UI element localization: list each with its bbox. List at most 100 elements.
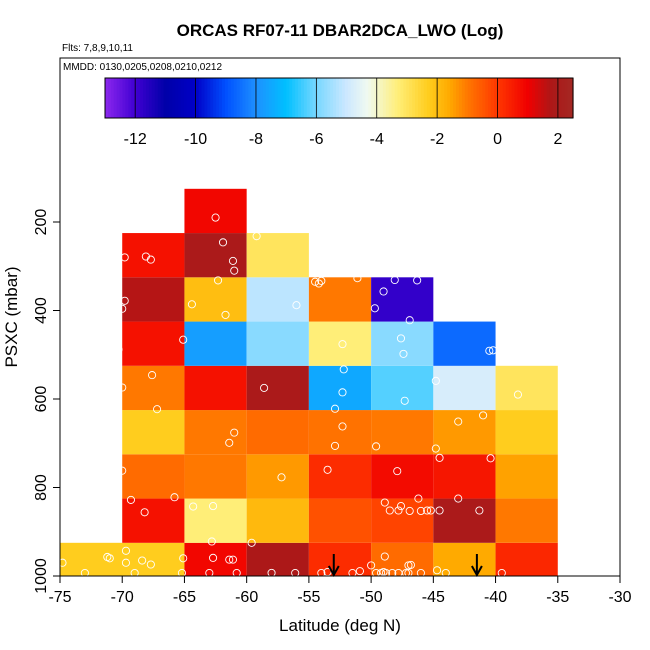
- colorbar-segment-120: [456, 78, 460, 118]
- heatmap-cell-15: [184, 454, 247, 499]
- heatmap-cell-49: [184, 188, 247, 234]
- colorbar-segment-28: [186, 78, 191, 118]
- heatmap-cell-11: [371, 498, 434, 543]
- x-tick-label-6: -45: [422, 589, 445, 606]
- y-axis-label: PSXC (mbar): [2, 266, 21, 367]
- data-point-54: [396, 502, 406, 511]
- heatmap-cell-8: [184, 498, 247, 543]
- data-point-110: [218, 238, 228, 247]
- colorbar-segment-154: [555, 78, 559, 118]
- colorbar-tick-label-7: 2: [553, 131, 562, 148]
- colorbar-segment-129: [482, 78, 486, 118]
- heatmap-cell-42: [184, 277, 247, 322]
- colorbar-segment-63: [289, 78, 293, 118]
- data-point-61: [435, 453, 444, 462]
- colorbar-segment-94: [379, 78, 384, 118]
- data-point-30: [394, 568, 403, 578]
- heatmap-cell-13: [495, 498, 558, 543]
- data-point-57: [118, 466, 127, 475]
- data-point-45: [380, 498, 389, 507]
- colorbar-segment-86: [356, 78, 361, 118]
- colorbar-segment-77: [330, 78, 334, 118]
- y-tick-label-1: 400: [33, 297, 50, 324]
- colorbar-segment-14: [145, 78, 150, 118]
- y-tick-label-0: 200: [33, 209, 50, 236]
- x-tick-label-5: -50: [360, 589, 383, 606]
- latitude-arrows: [327, 554, 483, 578]
- colorbar-tick-label-4: -4: [370, 131, 384, 148]
- colorbar-segment-9: [131, 78, 135, 118]
- colorbar-segment-25: [178, 78, 182, 118]
- colorbar-tick-label-6: 0: [493, 131, 502, 148]
- colorbar-segment-70: [309, 78, 314, 118]
- data-point-26: [372, 568, 381, 578]
- data-point-107: [146, 255, 155, 264]
- data-point-3: [348, 568, 357, 578]
- colorbar-tick-label-0: -12: [124, 131, 147, 148]
- plot-frame: [59, 57, 621, 577]
- heatmap-cell-44: [308, 277, 372, 322]
- data-point-72: [479, 411, 488, 420]
- colorbar-segment-57: [271, 78, 276, 118]
- colorbar-segment-83: [347, 78, 352, 118]
- colorbar-segment-8: [128, 78, 132, 118]
- colorbar-segment-64: [292, 78, 296, 118]
- colorbar-segment-157: [564, 78, 568, 118]
- colorbar-segment-99: [394, 78, 399, 118]
- colorbar-segment-4: [116, 78, 121, 118]
- heatmap-cell-3: [308, 542, 372, 576]
- colorbar-segment-61: [283, 78, 287, 118]
- colorbar-segment-15: [148, 78, 153, 118]
- colorbar-segment-155: [558, 78, 562, 118]
- data-point-16: [121, 546, 131, 555]
- colorbar-segment-66: [298, 78, 302, 118]
- heatmap-cell-22: [184, 410, 247, 455]
- colorbar-segment-68: [303, 78, 308, 118]
- colorbar-segment-101: [400, 78, 404, 118]
- data-point-49: [416, 506, 425, 516]
- heatmap-cell-2: [246, 542, 309, 576]
- data-point-6: [80, 568, 89, 578]
- data-point-111: [252, 232, 261, 241]
- data-point-97: [353, 274, 362, 283]
- colorbar-segment-34: [204, 78, 208, 118]
- data-point-102: [213, 276, 223, 285]
- data-point-32: [416, 568, 425, 578]
- colorbar-segment-11: [137, 78, 141, 118]
- colorbar-segment-110: [426, 78, 431, 118]
- data-point-25: [138, 556, 147, 565]
- heatmap-cell-6: [495, 542, 558, 576]
- colorbar-segment-136: [502, 78, 507, 118]
- x-tick-label-7: -40: [484, 589, 507, 606]
- colorbar-segment-75: [324, 78, 328, 118]
- data-point-27: [377, 568, 386, 578]
- data-point-42: [170, 493, 179, 502]
- heatmap-cell-12: [433, 498, 496, 543]
- colorbar-segment-30: [192, 78, 197, 118]
- colorbar-segment-88: [362, 78, 366, 118]
- colorbar-segment-139: [511, 78, 516, 118]
- data-point-21: [228, 555, 238, 564]
- colorbar-segment-107: [417, 78, 422, 118]
- colorbar-segment-111: [429, 78, 434, 118]
- data-point-80: [513, 390, 523, 399]
- heatmap-cell-17: [308, 454, 372, 499]
- colorbar-segment-116: [444, 78, 448, 118]
- x-tick-label-1: -70: [111, 589, 134, 606]
- heatmap-cell-23: [246, 410, 309, 455]
- colorbar-segment-105: [412, 78, 416, 118]
- colorbar-segment-10: [134, 78, 138, 118]
- colorbar-segment-37: [213, 78, 217, 118]
- data-point-39: [433, 566, 442, 575]
- data-point-43: [189, 502, 198, 511]
- data-point-94: [314, 279, 323, 288]
- data-point-75: [260, 383, 269, 392]
- heatmap-cell-32: [371, 365, 434, 411]
- colorbar-segment-141: [517, 78, 521, 118]
- colorbar-segment-93: [377, 78, 381, 118]
- data-point-76: [338, 388, 347, 397]
- heatmap-cell-30: [246, 365, 309, 411]
- data-point-46: [385, 506, 394, 515]
- data-point-50: [423, 506, 432, 515]
